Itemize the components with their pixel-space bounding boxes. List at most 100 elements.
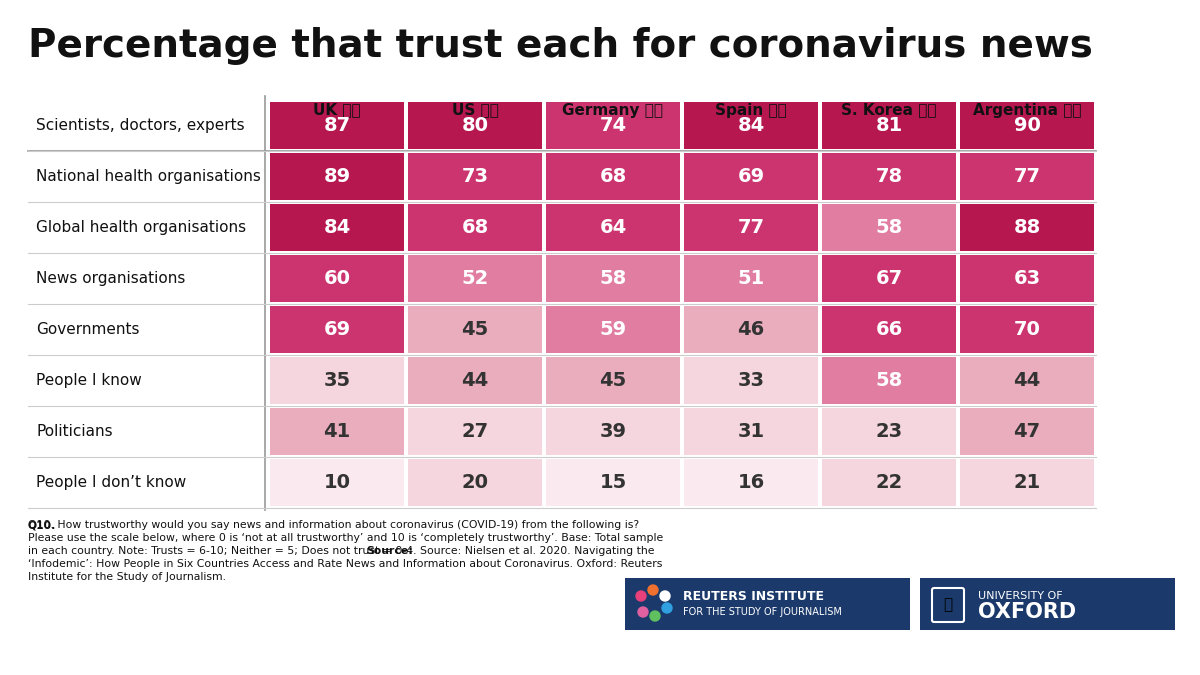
Text: News organisations: News organisations <box>36 271 185 286</box>
FancyBboxPatch shape <box>932 588 964 622</box>
Bar <box>408 306 542 353</box>
Text: 10: 10 <box>324 473 350 492</box>
Text: 77: 77 <box>1014 167 1040 186</box>
Text: 89: 89 <box>324 167 350 186</box>
Text: 58: 58 <box>599 269 626 288</box>
Text: 15: 15 <box>599 473 626 492</box>
Bar <box>546 357 680 404</box>
Text: 27: 27 <box>462 422 488 441</box>
Bar <box>408 459 542 506</box>
Text: 23: 23 <box>876 422 902 441</box>
Bar <box>270 459 404 506</box>
Text: 73: 73 <box>462 167 488 186</box>
Bar <box>684 408 818 455</box>
Text: Q10.: Q10. <box>28 520 56 530</box>
Text: 60: 60 <box>324 269 350 288</box>
Bar <box>408 255 542 302</box>
Text: 87: 87 <box>324 116 350 135</box>
Text: in each country. Note: Trusts = 6-10; Neither = 5; Does not trust = 0-4. Source:: in each country. Note: Trusts = 6-10; Ne… <box>28 546 654 556</box>
Text: Politicians: Politicians <box>36 424 113 439</box>
Bar <box>546 102 680 149</box>
Bar <box>822 408 956 455</box>
Bar <box>684 153 818 200</box>
Bar <box>270 255 404 302</box>
Text: 35: 35 <box>324 371 350 390</box>
Bar <box>270 357 404 404</box>
Text: 84: 84 <box>323 218 350 237</box>
Text: 44: 44 <box>461 371 488 390</box>
Bar <box>960 204 1094 251</box>
Text: 77: 77 <box>738 218 764 237</box>
Bar <box>270 102 404 149</box>
Text: 58: 58 <box>875 218 902 237</box>
Bar <box>408 153 542 200</box>
Text: 41: 41 <box>323 422 350 441</box>
Text: 31: 31 <box>738 422 764 441</box>
Text: US 🇺🇸: US 🇺🇸 <box>451 103 498 117</box>
Text: Spain 🇪🇸: Spain 🇪🇸 <box>715 103 787 117</box>
Text: 84: 84 <box>737 116 764 135</box>
Text: OXFORD: OXFORD <box>978 602 1076 622</box>
Bar <box>684 357 818 404</box>
Text: 68: 68 <box>461 218 488 237</box>
Text: 51: 51 <box>737 269 764 288</box>
Text: 80: 80 <box>462 116 488 135</box>
Text: FOR THE STUDY OF JOURNALISM: FOR THE STUDY OF JOURNALISM <box>683 607 842 617</box>
Bar <box>960 255 1094 302</box>
Bar <box>920 578 1175 630</box>
Bar <box>625 578 910 630</box>
Bar <box>822 153 956 200</box>
Text: National health organisations: National health organisations <box>36 169 260 184</box>
Bar <box>546 255 680 302</box>
Text: 88: 88 <box>1013 218 1040 237</box>
Bar <box>960 102 1094 149</box>
Text: 63: 63 <box>1014 269 1040 288</box>
Text: Germany 🇩🇪: Germany 🇩🇪 <box>563 103 664 117</box>
Text: 47: 47 <box>1014 422 1040 441</box>
Text: Argentina 🇦🇷: Argentina 🇦🇷 <box>973 103 1081 117</box>
Text: 20: 20 <box>462 473 488 492</box>
Text: 45: 45 <box>461 320 488 339</box>
Text: 59: 59 <box>600 320 626 339</box>
Text: S. Korea 🇰🇷: S. Korea 🇰🇷 <box>841 103 937 117</box>
Text: 68: 68 <box>599 167 626 186</box>
Bar <box>270 153 404 200</box>
Circle shape <box>648 585 658 595</box>
Text: 52: 52 <box>461 269 488 288</box>
Bar <box>546 459 680 506</box>
Text: 22: 22 <box>875 473 902 492</box>
Bar <box>960 459 1094 506</box>
Text: REUTERS INSTITUTE: REUTERS INSTITUTE <box>683 589 824 603</box>
Bar <box>960 357 1094 404</box>
Text: 64: 64 <box>599 218 626 237</box>
Text: ‘Infodemic’: How People in Six Countries Access and Rate News and Information ab: ‘Infodemic’: How People in Six Countries… <box>28 559 662 569</box>
Bar <box>684 102 818 149</box>
Text: Scientists, doctors, experts: Scientists, doctors, experts <box>36 118 245 133</box>
Bar <box>546 306 680 353</box>
Text: UNIVERSITY OF: UNIVERSITY OF <box>978 591 1063 601</box>
Bar <box>546 204 680 251</box>
Text: Global health organisations: Global health organisations <box>36 220 246 235</box>
Bar <box>822 459 956 506</box>
Bar <box>270 204 404 251</box>
Text: 70: 70 <box>1014 320 1040 339</box>
Text: 39: 39 <box>600 422 626 441</box>
Text: 69: 69 <box>324 320 350 339</box>
Circle shape <box>650 611 660 621</box>
Text: 90: 90 <box>1014 116 1040 135</box>
Text: 66: 66 <box>875 320 902 339</box>
Text: 69: 69 <box>738 167 764 186</box>
Bar <box>408 408 542 455</box>
Bar <box>822 306 956 353</box>
Circle shape <box>660 591 670 601</box>
Circle shape <box>662 603 672 613</box>
Text: Please use the scale below, where 0 is ‘not at all trustworthy’ and 10 is ‘compl: Please use the scale below, where 0 is ‘… <box>28 533 664 543</box>
Bar <box>546 408 680 455</box>
Bar <box>960 306 1094 353</box>
Text: People I know: People I know <box>36 373 142 388</box>
Bar <box>822 357 956 404</box>
Bar <box>822 102 956 149</box>
Text: 74: 74 <box>600 116 626 135</box>
Text: Percentage that trust each for coronavirus news: Percentage that trust each for coronavir… <box>28 27 1093 65</box>
Text: 44: 44 <box>1013 371 1040 390</box>
